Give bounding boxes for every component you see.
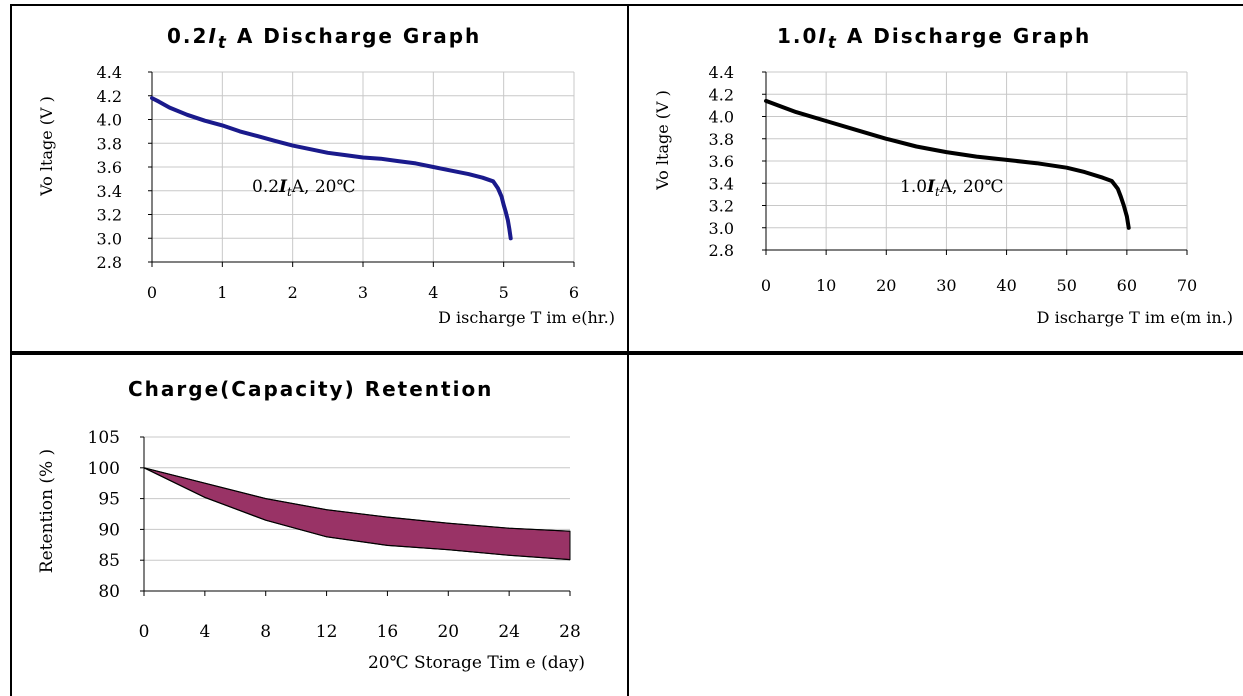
x-tick-label: 2 — [288, 283, 298, 302]
x-tick-label: 16 — [377, 622, 399, 642]
x-tick-label: 5 — [499, 283, 509, 302]
x-tick-label: 70 — [1177, 276, 1197, 295]
y-tick-label: 3.6 — [709, 152, 734, 171]
retention-upper-line — [143, 467, 571, 532]
retention-panel: Charge(Capacity) Retention 0 4 8 12 16 20 24 28… — [12, 355, 627, 696]
y-tick-label: 95 — [98, 490, 120, 510]
y-tick-label: 85 — [98, 551, 120, 571]
y-tick-label: 2.8 — [709, 241, 734, 260]
y-tick-label: 4.0 — [709, 108, 734, 127]
frame-top-border — [10, 4, 1243, 6]
x-axis-title: D ischarge T im e(hr.) — [438, 308, 615, 327]
x-tick-label: 50 — [1057, 276, 1077, 295]
y-tick-label: 3.2 — [97, 206, 122, 225]
x-tick-label: 20 — [437, 622, 459, 642]
y-axis-title: Retention (% ) — [37, 449, 57, 573]
x-tick-label: 24 — [498, 622, 520, 642]
discharge-10-panel: 1.0It A Discharge Graph 0 10 20 30 40 50 60 70 2… — [629, 6, 1243, 351]
frame-row-divider — [10, 351, 1243, 355]
x-tick-label: 6 — [569, 283, 579, 302]
x-tick-label: 0 — [761, 276, 771, 295]
x-axis-title: D ischarge T im e(m in.) — [1037, 308, 1233, 327]
discharge-10-chart: 0 10 20 30 40 50 60 70 2.8 3.0 3.2 3.4 3.6 3.8 4.0 4.2 4… — [653, 63, 1233, 327]
y-tick-label: 3.6 — [97, 158, 122, 177]
discharge-02-chart: 0 1 2 3 4 5 6 2.8 3.0 3.2 3.4 3.6 3.8 4.0 4.2 4.4 D isch… — [37, 63, 615, 327]
x-tick-label: 8 — [260, 622, 271, 642]
y-tick-label: 3.2 — [709, 197, 734, 216]
y-axis-title: Vo ltage (V ) — [37, 96, 56, 197]
x-tick-label: 20 — [876, 276, 896, 295]
y-tick-label: 4.4 — [97, 63, 122, 82]
x-tick-label: 1 — [217, 283, 227, 302]
y-tick-label: 100 — [88, 459, 120, 479]
y-tick-label: 4.4 — [709, 63, 734, 82]
chart-title: Charge(Capacity) Retention — [128, 377, 494, 401]
x-tick-label: 12 — [316, 622, 338, 642]
y-tick-label: 3.0 — [97, 229, 122, 248]
x-tick-label: 60 — [1117, 276, 1137, 295]
x-tick-label: 0 — [147, 283, 157, 302]
retention-lower-line — [143, 467, 571, 561]
discharge-curve — [764, 98, 1131, 230]
x-axis-title: 20℃ Storage Tim e (day) — [368, 653, 585, 673]
x-tick-label: 3 — [358, 283, 368, 302]
frame-left-border — [10, 4, 12, 696]
y-tick-label: 105 — [88, 428, 120, 448]
retention-chart: 0 4 8 12 16 20 24 28 80 85 90 95 100 105 20℃ Storage T… — [37, 428, 585, 673]
y-tick-label: 4.2 — [709, 85, 734, 104]
x-tick-label: 4 — [199, 622, 210, 642]
y-tick-label: 2.8 — [97, 253, 122, 272]
discharge-curve — [150, 96, 513, 241]
y-tick-label: 4.2 — [97, 87, 122, 106]
y-tick-label: 90 — [98, 520, 120, 540]
y-axis-title: Vo ltage (V ) — [653, 90, 672, 191]
series-annotation: 1.0ItA, 20℃ — [900, 177, 1004, 199]
x-tick-label: 40 — [996, 276, 1016, 295]
x-tick-label: 30 — [936, 276, 956, 295]
chart-title: 0.2It A Discharge Graph — [167, 24, 482, 52]
x-tick-label: 10 — [816, 276, 836, 295]
x-tick-label: 0 — [139, 622, 150, 642]
y-tick-label: 4.0 — [97, 111, 122, 130]
y-tick-label: 3.8 — [709, 130, 734, 149]
y-tick-label: 3.4 — [709, 174, 734, 193]
y-tick-label: 3.0 — [709, 219, 734, 238]
x-tick-label: 4 — [428, 283, 438, 302]
y-tick-label: 80 — [98, 582, 120, 602]
y-tick-label: 3.8 — [97, 134, 122, 153]
series-annotation: 0.2ItA, 20℃ — [252, 177, 356, 199]
y-tick-label: 3.4 — [97, 182, 122, 201]
discharge-02-panel: 0.2It A Discharge Graph 0 1 2 3 4 5 6 2.8 3.0 3.2… — [12, 6, 627, 351]
x-tick-label: 28 — [559, 622, 581, 642]
chart-title: 1.0It A Discharge Graph — [777, 24, 1092, 52]
frame-middle-divider — [627, 4, 629, 696]
